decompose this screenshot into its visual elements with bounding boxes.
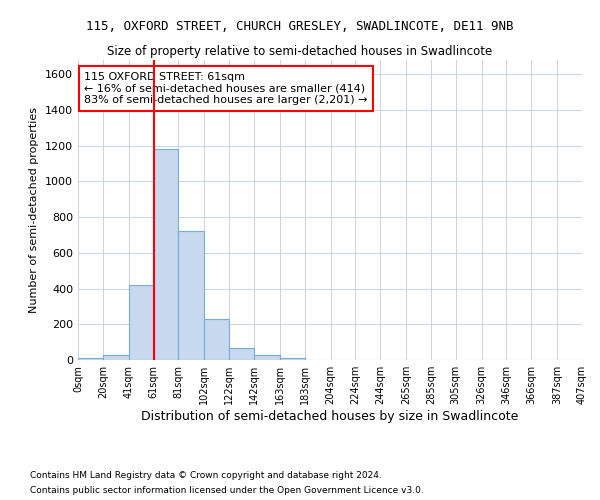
Bar — [78, 358, 103, 360]
Bar — [229, 348, 254, 360]
Bar — [280, 358, 305, 360]
Bar — [103, 354, 129, 360]
Y-axis label: Number of semi-detached properties: Number of semi-detached properties — [29, 107, 40, 313]
Text: Contains public sector information licensed under the Open Government Licence v3: Contains public sector information licen… — [30, 486, 424, 495]
Bar — [254, 354, 280, 360]
Text: 115 OXFORD STREET: 61sqm
← 16% of semi-detached houses are smaller (414)
83% of : 115 OXFORD STREET: 61sqm ← 16% of semi-d… — [84, 72, 368, 105]
Bar — [178, 232, 205, 360]
Bar — [205, 319, 229, 360]
Bar — [129, 285, 154, 360]
Text: Size of property relative to semi-detached houses in Swadlincote: Size of property relative to semi-detach… — [107, 45, 493, 58]
Bar — [154, 150, 178, 360]
Text: 115, OXFORD STREET, CHURCH GRESLEY, SWADLINCOTE, DE11 9NB: 115, OXFORD STREET, CHURCH GRESLEY, SWAD… — [86, 20, 514, 33]
Text: Contains HM Land Registry data © Crown copyright and database right 2024.: Contains HM Land Registry data © Crown c… — [30, 471, 382, 480]
X-axis label: Distribution of semi-detached houses by size in Swadlincote: Distribution of semi-detached houses by … — [142, 410, 518, 423]
